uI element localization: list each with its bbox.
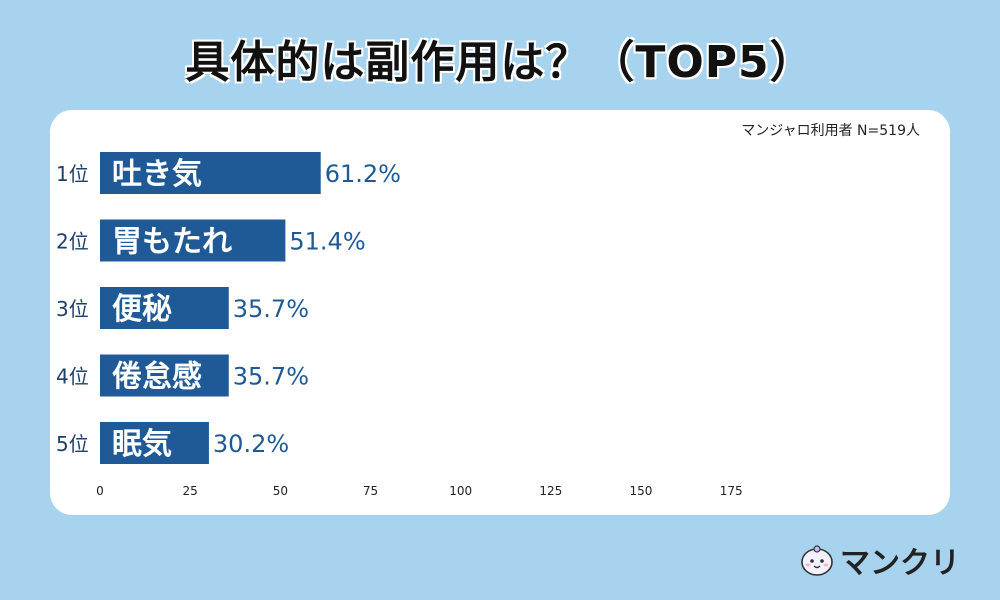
x-tick-label: 25 (183, 484, 198, 498)
value-label: 30.2% (213, 430, 289, 458)
value-label: 35.7% (233, 295, 309, 323)
bar (100, 287, 229, 329)
sample-note: マンジャロ利用者 N=519人 (741, 123, 920, 139)
rank-label: 3位 (56, 297, 89, 321)
rank-label: 2位 (56, 230, 89, 254)
brand-logo: マンクリ (800, 538, 960, 582)
x-tick-label: 175 (720, 484, 743, 498)
x-tick-label: 100 (449, 484, 472, 498)
value-label: 61.2% (325, 160, 401, 188)
brand-name: マンクリ (840, 546, 960, 581)
value-label: 35.7% (233, 363, 309, 391)
chart-title: 具体的は副作用は？（TOP5） (185, 37, 815, 88)
mascot-icon (801, 545, 833, 576)
category-label: 便秘 (112, 292, 172, 327)
bar (100, 422, 209, 464)
category-label: 倦怠感 (112, 360, 202, 395)
rank-label: 4位 (56, 365, 89, 389)
category-label: 吐き気 (112, 157, 202, 192)
rank-label: 5位 (56, 432, 89, 456)
value-label: 51.4% (289, 228, 365, 256)
bar (100, 354, 229, 397)
category-label: 眠気 (112, 427, 172, 462)
bar (100, 152, 321, 194)
x-tick-label: 150 (630, 484, 653, 498)
bar (100, 219, 286, 262)
x-tick-label: 50 (273, 484, 288, 498)
rank-label: 1位 (56, 162, 89, 186)
x-tick-label: 125 (539, 484, 562, 498)
x-tick-label: 75 (363, 484, 378, 498)
x-tick-label: 0 (96, 484, 104, 498)
category-label: 胃もたれ (112, 225, 232, 260)
